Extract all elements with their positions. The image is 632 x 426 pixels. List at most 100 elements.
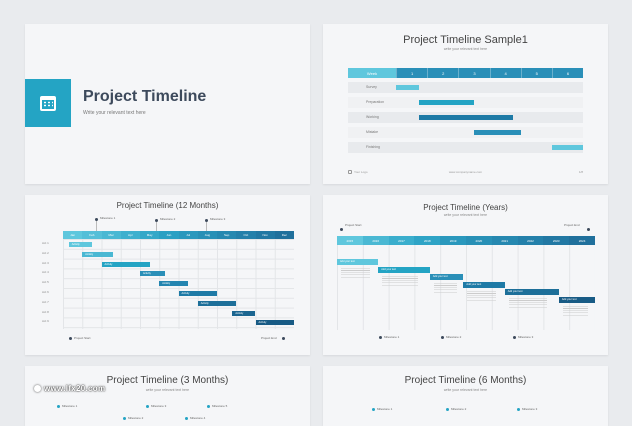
month-jun: Jun bbox=[159, 231, 179, 239]
project-start-label: Project Start bbox=[345, 223, 362, 227]
bar-description bbox=[562, 305, 589, 316]
milestone-dot bbox=[123, 417, 126, 420]
activity-bar: Activity bbox=[232, 310, 256, 316]
row-label: Act 3 bbox=[42, 260, 49, 265]
milestone-dot bbox=[185, 417, 188, 420]
slide-title-text: Project Timeline (Years) bbox=[423, 203, 508, 212]
month-sep: Sep bbox=[217, 231, 237, 239]
activity-bar: Activity bbox=[82, 251, 114, 257]
year-2022: 2022 bbox=[517, 236, 544, 245]
month-nov: Nov bbox=[255, 231, 275, 239]
row-label: Act 5 bbox=[42, 280, 49, 285]
milestone-label: Milestone 1 bbox=[62, 404, 78, 408]
slide-years[interactable]: Project Timeline (Years) write your rele… bbox=[323, 195, 608, 355]
timeline-bar: Add your text bbox=[504, 289, 559, 295]
slide-6-months[interactable]: Project Timeline (6 Months) write your r… bbox=[323, 366, 608, 426]
year-2017: 2017 bbox=[388, 236, 415, 245]
activity-bar: Activity bbox=[68, 242, 92, 247]
activity-bar: Activity bbox=[101, 261, 150, 267]
project-end-dot bbox=[282, 337, 285, 340]
task-label: Working bbox=[366, 115, 379, 119]
year-2021: 2021 bbox=[491, 236, 518, 245]
slide-subtitle-text: write your relevant text here bbox=[145, 388, 190, 392]
task-bar bbox=[419, 100, 474, 105]
milestone-connector bbox=[96, 221, 97, 231]
row-label: Act 8 bbox=[42, 309, 49, 314]
footer-logo: Your Logo bbox=[348, 170, 368, 174]
milestone-label: Milestone 2 bbox=[446, 335, 462, 339]
bar-description bbox=[433, 283, 458, 293]
activity-bar: Activity bbox=[159, 281, 189, 287]
bar-description bbox=[508, 298, 547, 308]
slide-12-months[interactable]: Project Timeline (12 Months) Milestone 1… bbox=[25, 195, 310, 355]
slide-subtitle-text: write your relevant text here bbox=[443, 388, 488, 392]
milestone-dot bbox=[205, 219, 208, 222]
milestone-label: Milestone 2 bbox=[128, 416, 144, 420]
slide-title[interactable]: Project Timeline Write your relevant tex… bbox=[25, 24, 310, 184]
timeline-bar: Add your text bbox=[429, 274, 464, 280]
milestone-label: Milestone 1 bbox=[100, 216, 116, 220]
milestone-label: Milestone 2 bbox=[160, 217, 176, 221]
milestone-dot bbox=[446, 408, 449, 411]
week-header-label: Week bbox=[348, 68, 396, 78]
slide-subtitle-text: write your relevant text here bbox=[443, 47, 488, 51]
month-aug: Aug bbox=[197, 231, 217, 239]
slide-title-text: Project Timeline bbox=[83, 88, 207, 105]
bar-description bbox=[467, 290, 497, 301]
week-col-6: 6 bbox=[551, 68, 584, 78]
month-jul: Jul bbox=[178, 231, 198, 239]
milestone-dot bbox=[95, 218, 98, 221]
gantt-row: Mistake bbox=[348, 127, 583, 138]
milestone-connector bbox=[206, 222, 207, 231]
milestone-dot bbox=[513, 336, 516, 339]
slide-title-text: Project Timeline (12 Months) bbox=[116, 201, 219, 210]
row-label: Act 9 bbox=[42, 319, 49, 324]
task-bar bbox=[551, 145, 583, 150]
task-label: Preparation bbox=[366, 100, 385, 104]
week-col-2: 2 bbox=[427, 68, 459, 78]
row-label: Act 2 bbox=[42, 250, 49, 255]
week-col-1: 1 bbox=[396, 68, 428, 78]
milestone-dot bbox=[379, 336, 382, 339]
calendar-icon bbox=[40, 95, 56, 111]
milestone-label: Milestone 3 bbox=[522, 407, 538, 411]
milestone-label: Milestone 1 bbox=[384, 335, 400, 339]
task-label: Mistake bbox=[366, 130, 379, 134]
row-label: Act 4 bbox=[42, 270, 49, 275]
activity-bar: Activity bbox=[140, 271, 166, 277]
project-start-dot bbox=[69, 337, 72, 340]
task-bar bbox=[419, 115, 513, 120]
row-label: Act 7 bbox=[42, 299, 49, 304]
slide-sample1[interactable]: Project Timeline Sample1 write your rele… bbox=[323, 24, 608, 184]
year-2015: 2015 bbox=[337, 236, 363, 245]
milestone-dot bbox=[517, 408, 520, 411]
footer-page: 1/8 bbox=[578, 170, 583, 174]
watermark: www.lfx20.com bbox=[34, 384, 105, 393]
month-feb: Feb bbox=[82, 231, 102, 239]
gantt-row: Survey bbox=[348, 82, 583, 93]
slide-title-text: Project Timeline Sample1 bbox=[403, 34, 528, 46]
month-mar: Mar bbox=[101, 231, 121, 239]
project-start-label: Project Start bbox=[74, 336, 91, 340]
footer-url: www.companyname.com bbox=[448, 170, 483, 174]
slide-subtitle-text: Write your relevant text here bbox=[83, 110, 146, 116]
timeline-bar: Add your text bbox=[463, 281, 505, 288]
activity-bar: Activity bbox=[197, 300, 237, 306]
milestone-label: Milestone 1 bbox=[377, 407, 393, 411]
gantt-row: Finishing bbox=[348, 142, 583, 153]
month-apr: Apr bbox=[120, 231, 140, 239]
bar-description bbox=[382, 275, 419, 286]
month-jan: Jan bbox=[63, 231, 83, 239]
slide-3-months[interactable]: Project Timeline (3 Months) write your r… bbox=[25, 366, 310, 426]
task-bar bbox=[473, 130, 521, 135]
year-grid bbox=[337, 245, 595, 330]
year-2020: 2020 bbox=[465, 236, 492, 245]
task-label: Survey bbox=[366, 85, 377, 89]
slide-title-text: Project Timeline (6 Months) bbox=[404, 375, 527, 386]
month-oct: Oct bbox=[236, 231, 256, 239]
task-label: Finishing bbox=[366, 145, 381, 149]
milestone-label: Milestone 5 bbox=[212, 404, 228, 408]
milestone-label: Milestone 3 bbox=[210, 217, 226, 221]
milestone-label: Milestone 3 bbox=[151, 404, 167, 408]
